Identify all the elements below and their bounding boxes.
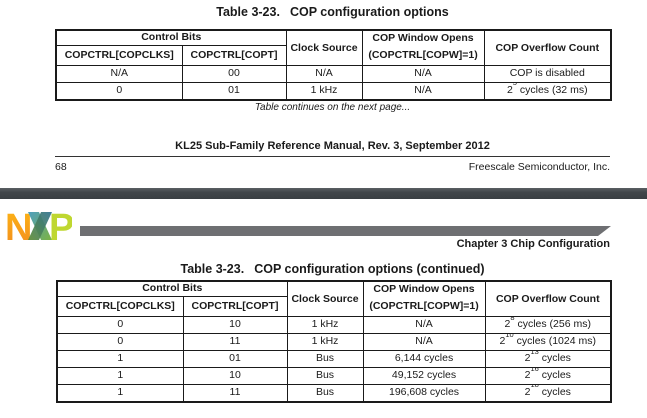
table-header-row-1: Control Bits Clock Source COP Window Ope… — [55, 29, 612, 66]
table-row: N/A 00 N/A N/A COP is disabled — [55, 65, 612, 83]
col-header-copt: COPCTRL[COPT] — [181, 45, 287, 66]
table-header-row-2: COPCTRL[COPCLKS] COPCTRL[COPT] — [56, 296, 611, 317]
nxp-logo-graphic: N P — [5, 207, 74, 249]
table-cell: N/A — [285, 65, 363, 83]
table-cell: 1 kHz — [285, 82, 363, 100]
table-cell: N/A — [361, 65, 485, 83]
page-number: 68 — [55, 161, 67, 173]
table-cell: 00 — [181, 65, 287, 83]
col-header-overflow-count: COP Overflow Count — [483, 29, 612, 66]
table-cell: 10 — [182, 316, 288, 334]
table-cell: Bus — [286, 384, 364, 402]
col-header-control-bits: Control Bits — [55, 29, 287, 47]
logo-letter-p: P — [49, 208, 72, 244]
table-header-row-2: COPCTRL[COPCLKS] COPCTRL[COPT] — [55, 45, 611, 66]
table-cell: N/A — [362, 333, 486, 351]
table-title: COP configuration options (continued) — [254, 262, 485, 276]
col-header-clock-source: Clock Source — [285, 29, 363, 66]
col-header-overflow-count: COP Overflow Count — [484, 280, 612, 317]
table-title: COP configuration options — [289, 5, 449, 19]
table-cell: 1 kHz — [286, 316, 364, 334]
table-cell: 1 — [56, 350, 184, 368]
logo-letter-n: N — [6, 208, 32, 244]
cop-config-table-page1: Control Bits Clock Source COP Window Ope… — [55, 29, 613, 101]
page-separator-bar — [0, 188, 647, 199]
col-header-window-opens: COP Window Opens (COPCTRL[COPW]=1) — [362, 280, 486, 317]
col-header-copclks: COPCTRL[COPCLKS] — [56, 296, 184, 317]
table-cell: 25 cycles (32 ms) — [483, 82, 612, 100]
table-number: Table 3-23. — [180, 262, 245, 276]
table-row: 0 11 1 kHz N/A 210 cycles (1024 ms) — [56, 333, 612, 351]
table-cell: 210 cycles (1024 ms) — [484, 333, 612, 351]
table-cell: 0 — [56, 333, 184, 351]
table-cell: 49,152 cycles — [362, 367, 486, 385]
table-cell: 6,144 cycles — [362, 350, 486, 368]
table-cell: 196,608 cycles — [362, 384, 486, 402]
table-cell: 0 — [56, 316, 184, 334]
publisher-name: Freescale Semiconductor, Inc. — [468, 161, 610, 173]
table-cell: N/A — [361, 82, 485, 100]
table-cell: N/A — [55, 65, 183, 83]
table-cell: 213 cycles — [484, 350, 612, 368]
table-continuation-note: Table continues on the next page... — [254, 102, 411, 113]
table-cell: Bus — [286, 367, 364, 385]
table-cell: 11 — [182, 333, 288, 351]
table-cell: 0 — [55, 82, 183, 100]
footer-manual-title: KL25 Sub-Family Reference Manual, Rev. 3… — [175, 140, 490, 152]
table-row: 1 01 Bus 6,144 cycles 213 cycles — [56, 350, 612, 368]
table-row: 0 10 1 kHz N/A 28 cycles (256 ms) — [56, 316, 612, 334]
chapter-heading: Chapter 3 Chip Configuration — [456, 238, 610, 250]
col-header-clock-source: Clock Source — [286, 280, 364, 317]
table-cell: 218 cycles — [484, 384, 612, 402]
table-cell: 216 cycles — [484, 367, 612, 385]
table-number: Table 3-23. — [216, 5, 280, 19]
logo-x-stroke-green — [28, 212, 52, 240]
col-header-window-opens: COP Window Opens (COPCTRL[COPW]=1) — [361, 29, 485, 66]
col-header-control-bits: Control Bits — [56, 280, 288, 298]
table-row: 1 10 Bus 49,152 cycles 216 cycles — [56, 367, 612, 385]
table-cell: 01 — [182, 350, 288, 368]
col-header-copclks: COPCTRL[COPCLKS] — [55, 45, 183, 66]
table-cell: 1 — [56, 384, 184, 402]
table-caption-bottom: Table 3-23. COP configuration options (co… — [55, 262, 610, 276]
table-cell: N/A — [362, 316, 486, 334]
table-cell: 1 — [56, 367, 184, 385]
chapter-banner-bar — [80, 226, 611, 236]
table-cell: 10 — [182, 367, 288, 385]
table-caption-top: Table 3-23. COP configuration options — [55, 5, 610, 19]
footer-row: 68 Freescale Semiconductor, Inc. — [55, 161, 610, 173]
col-header-copt: COPCTRL[COPT] — [182, 296, 288, 317]
cop-config-table-page2: Control Bits Clock Source COP Window Ope… — [56, 280, 613, 403]
table-cell: COP is disabled — [483, 65, 612, 83]
footer-rule — [55, 156, 610, 157]
nxp-logo: N P — [5, 207, 74, 249]
table-cell: 01 — [181, 82, 287, 100]
table-row: 0 01 1 kHz N/A 25 cycles (32 ms) — [55, 82, 612, 100]
table-header-row-1: Control Bits Clock Source COP Window Ope… — [56, 280, 612, 317]
table-row: 1 11 Bus 196,608 cycles 218 cycles — [56, 384, 612, 402]
table-cell: 1 kHz — [286, 333, 364, 351]
table-cell: 11 — [182, 384, 288, 402]
table-cell: 28 cycles (256 ms) — [484, 316, 612, 334]
table-cell: Bus — [286, 350, 364, 368]
